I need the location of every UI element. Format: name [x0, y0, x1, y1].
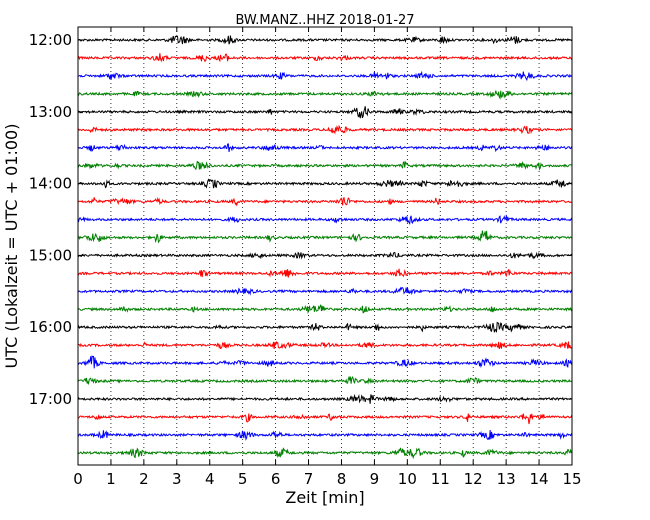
- x-axis-label: Zeit [min]: [285, 488, 364, 507]
- y-axis-label: UTC (Lokalzeit = UTC + 01:00): [2, 124, 21, 369]
- y-tick-label: 14:00: [29, 175, 72, 193]
- seismic-trace: [78, 413, 573, 425]
- x-tick-label: 7: [304, 470, 314, 488]
- seismic-trace: [77, 143, 573, 153]
- x-tick-label: 9: [370, 470, 380, 488]
- y-axis: 12:00 13:00 14:00 15:00 16:00 17:00: [29, 31, 572, 408]
- seismic-trace: [77, 268, 573, 278]
- x-tick-label: 4: [205, 470, 215, 488]
- seismic-trace: [77, 304, 573, 315]
- x-tick-label: 3: [172, 470, 182, 488]
- seismic-trace: [77, 106, 573, 119]
- seismic-traces: [77, 35, 573, 460]
- seismic-trace: [77, 430, 573, 441]
- seismic-trace: [77, 124, 573, 135]
- seismic-trace: [77, 340, 573, 350]
- x-tick-label: 2: [139, 470, 149, 488]
- x-tick-label: 15: [562, 470, 581, 488]
- x-tick-label: 0: [73, 470, 83, 488]
- y-tick-label: 15:00: [29, 246, 72, 264]
- seismic-trace: [77, 355, 573, 369]
- x-tick-label: 10: [398, 470, 417, 488]
- seismic-trace: [77, 53, 573, 63]
- y-tick-label: 17:00: [29, 390, 72, 408]
- seismic-trace: [77, 447, 573, 460]
- seismic-trace: [77, 251, 573, 260]
- seismic-trace: [77, 160, 573, 171]
- x-axis: 0 1 2 3 4 5 6 7 8 9 10 11 12 13 14 15: [73, 27, 582, 488]
- seismic-trace: [77, 214, 573, 225]
- seismic-trace: [77, 70, 573, 82]
- seismic-trace: [77, 375, 573, 386]
- x-tick-label: 14: [530, 470, 549, 488]
- y-tick-label: 13:00: [29, 103, 72, 121]
- x-tick-label: 11: [431, 470, 450, 488]
- x-tick-label: 1: [106, 470, 116, 488]
- y-tick-label: 12:00: [29, 31, 72, 49]
- seismic-trace: [77, 286, 573, 296]
- seismic-trace: [77, 35, 573, 45]
- y-tick-label: 16:00: [29, 318, 72, 336]
- seismic-trace: [77, 178, 573, 189]
- chart-title: BW.MANZ..HHZ 2018-01-27: [235, 13, 414, 28]
- x-tick-label: 6: [271, 470, 281, 488]
- seismic-trace: [77, 196, 573, 207]
- x-tick-label: 13: [497, 470, 516, 488]
- x-tick-label: 5: [238, 470, 248, 488]
- plot-frame: [77, 26, 573, 466]
- seismic-trace: [77, 90, 573, 100]
- seismic-trace: [77, 230, 573, 244]
- x-tick-label: 12: [464, 470, 483, 488]
- x-tick-label: 8: [337, 470, 347, 488]
- seismic-trace: [77, 321, 573, 333]
- seismic-trace: [77, 393, 573, 404]
